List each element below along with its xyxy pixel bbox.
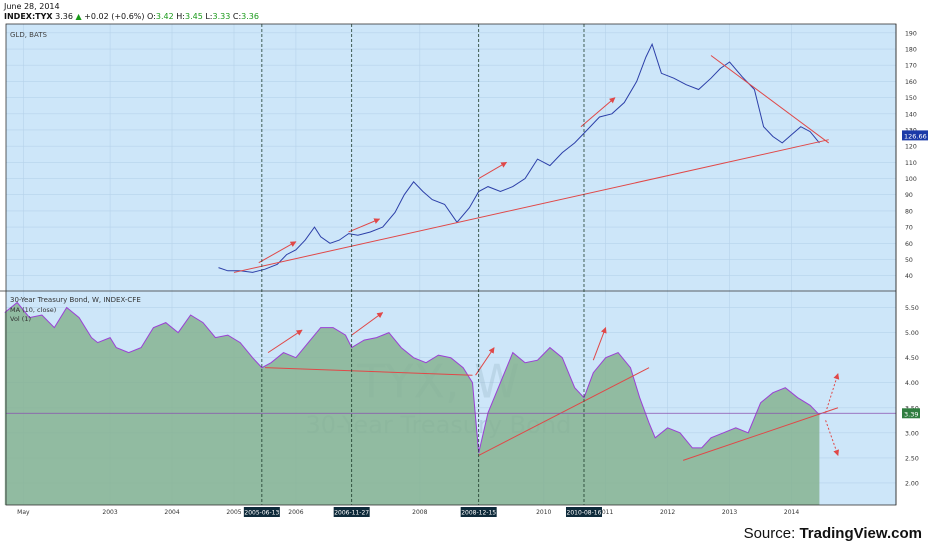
gld-y-tick-label: 40 <box>905 273 913 280</box>
x-axis: May 2003 2004 2005 2006 2008 2010 2011 2012 2013 2… <box>17 507 799 517</box>
change-arrow-icon: ▲ <box>75 12 82 21</box>
chart-date: June 28, 2014 <box>4 2 60 11</box>
gld-y-tick-label: 180 <box>905 47 917 54</box>
gld-y-tick-label: 80 <box>905 208 913 215</box>
gld-y-tick-label: 60 <box>905 241 913 248</box>
low-label: L: <box>205 12 213 21</box>
x-tick-label: 2005 <box>226 509 241 516</box>
x-tick-label: 2012 <box>660 509 675 516</box>
date-marker-label: 2010-08-16 <box>567 510 602 517</box>
tyx-trendline <box>682 407 839 461</box>
low-value: 3.33 <box>212 12 231 21</box>
x-tick-label: 2014 <box>784 509 799 516</box>
gld-y-tick-label: 140 <box>905 111 917 118</box>
close-value: 3.36 <box>241 12 259 21</box>
tyx-trendline <box>264 367 473 376</box>
tyx-y-tick-label: 5.00 <box>905 330 919 337</box>
gld-price-label: 126.66 <box>904 132 927 140</box>
gld-panel: 4050607080901001101201301401501601701801… <box>6 30 928 280</box>
gld-y-tick-label: 150 <box>905 95 917 102</box>
tyx-price-badge <box>902 408 920 419</box>
date-marker-badge <box>243 507 280 517</box>
source-credit: Source: TradingView.com <box>744 525 922 542</box>
x-tick-label: 2006 <box>288 509 303 516</box>
gld-y-tick-label: 110 <box>905 160 917 167</box>
symbol[interactable]: INDEX:TYX <box>4 12 53 21</box>
x-tick-label: 2008 <box>412 509 427 516</box>
high-value: 3.45 <box>184 12 203 21</box>
gld-arrow <box>478 161 508 179</box>
price-change: +0.02 (+0.6%) <box>84 12 145 21</box>
tyx-arrow <box>267 329 303 354</box>
gld-y-tick-label: 100 <box>905 176 917 183</box>
open-label: O: <box>147 12 156 21</box>
tyx-panel: 2.002.503.003.504.004.505.005.50TYX, W30… <box>4 296 920 505</box>
gld-trendline <box>710 55 829 144</box>
gld-title: GLD, BATS <box>10 31 47 39</box>
x-tick-label: 2010 <box>536 509 551 516</box>
x-tick-label: 2003 <box>102 509 117 516</box>
source-name[interactable]: TradingView.com <box>799 525 922 542</box>
open-value: 3.42 <box>155 12 174 21</box>
tyx-legend-item: Vol (1) <box>10 315 31 323</box>
tyx-y-tick-label: 2.50 <box>905 455 919 462</box>
tyx-y-tick-label: 4.50 <box>905 355 919 362</box>
gld-arrow <box>348 218 381 233</box>
x-tick-label: 2011 <box>598 509 613 516</box>
date-marker-badge <box>460 507 497 517</box>
date-marker-label: 2008-12-15 <box>461 510 496 517</box>
tyx-y-tick-label: 2.00 <box>905 480 919 487</box>
symbol-header: INDEX:TYX 3.36 ▲ +0.02 (+0.6%) O:3.42 H:… <box>4 12 259 21</box>
gld-series-line <box>218 42 820 273</box>
tyx-y-tick-label: 3.00 <box>905 430 919 437</box>
x-tick-label: May <box>17 509 30 516</box>
gld-arrow <box>258 241 297 264</box>
x-tick-label: 2004 <box>164 509 179 516</box>
x-tick-label: 2013 <box>722 509 737 516</box>
last-price: 3.36 <box>55 12 73 21</box>
tyx-arrow <box>592 327 607 361</box>
date-marker-badge <box>333 507 370 517</box>
gld-arrow <box>580 97 616 128</box>
gld-y-tick-label: 50 <box>905 257 913 264</box>
date-marker-label: 2006-11-27 <box>334 510 369 517</box>
close-label: C: <box>232 12 242 21</box>
gld-y-tick-label: 120 <box>905 144 917 151</box>
tyx-dotted-arrow <box>825 373 840 413</box>
tyx-arrow <box>351 312 384 336</box>
date-marker-label: 2005-06-13 <box>244 510 279 517</box>
gld-y-tick-label: 70 <box>905 225 913 232</box>
tyx-series-area <box>4 302 820 505</box>
gld-y-tick-label: 190 <box>905 30 917 37</box>
tyx-series-line <box>4 301 820 454</box>
gld-trendline <box>233 139 829 273</box>
tyx-price-label: 3.39 <box>904 410 918 418</box>
high-label: H: <box>176 12 185 21</box>
gld-y-tick-label: 90 <box>905 192 913 199</box>
tyx-title: 30-Year Treasury Bond, W, INDEX-CFE <box>10 296 141 304</box>
gld-y-tick-label: 160 <box>905 79 917 86</box>
tyx-y-tick-label: 5.50 <box>905 305 919 312</box>
gld-y-tick-label: 170 <box>905 63 917 70</box>
date-marker-badge <box>565 507 602 517</box>
gld-price-badge <box>902 130 928 141</box>
source-prefix: Source: <box>743 525 796 542</box>
tyx-legend-item: MA (10, close) <box>10 306 56 314</box>
tyx-trendline <box>478 367 650 456</box>
tyx-y-tick-label: 4.00 <box>905 380 919 387</box>
